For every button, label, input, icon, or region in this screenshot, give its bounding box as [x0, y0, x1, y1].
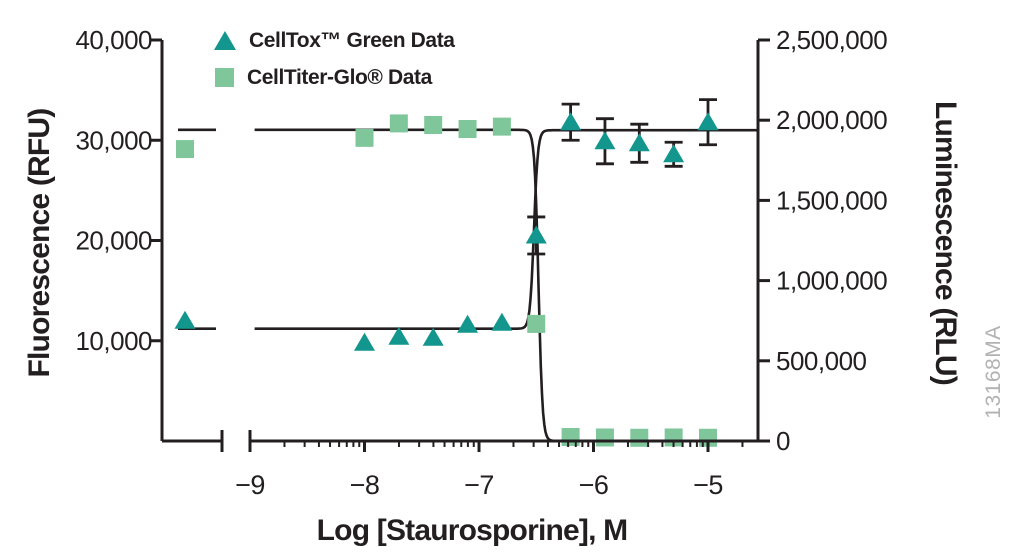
legend-item-celltiter: CellTiter-Glo® Data [214, 59, 455, 96]
y-right-axis-title: Luminescence (RLU) [929, 101, 962, 385]
svg-text:500,000: 500,000 [776, 346, 867, 376]
watermark-text: 13168MA [982, 325, 1005, 419]
legend: CellTox™ Green Data CellTiter-Glo® Data [214, 22, 455, 96]
svg-text:−8: −8 [350, 470, 380, 500]
svg-text:1,000,000: 1,000,000 [776, 266, 887, 296]
svg-text:30,000: 30,000 [75, 125, 152, 155]
svg-text:2,500,000: 2,500,000 [776, 25, 887, 55]
square-marker-icon [215, 68, 234, 87]
svg-text:−6: −6 [579, 470, 609, 500]
svg-text:10,000: 10,000 [75, 326, 152, 356]
svg-text:1,500,000: 1,500,000 [776, 185, 887, 215]
triangle-marker-icon [214, 31, 236, 50]
legend-label: CellTiter-Glo® Data [247, 65, 432, 89]
svg-text:40,000: 40,000 [75, 25, 152, 55]
legend-label: CellTox™ Green Data [249, 28, 455, 52]
y-left-axis-title: Fluorescence (RFU) [23, 108, 56, 378]
svg-text:−7: −7 [464, 470, 494, 500]
svg-text:20,000: 20,000 [75, 226, 152, 256]
svg-text:−9: −9 [235, 470, 265, 500]
svg-text:0: 0 [776, 426, 790, 456]
x-axis-title: Log [Staurosporine], M [316, 514, 629, 547]
legend-item-celltox: CellTox™ Green Data [214, 22, 455, 59]
svg-text:−5: −5 [693, 470, 723, 500]
svg-text:2,000,000: 2,000,000 [776, 105, 887, 135]
